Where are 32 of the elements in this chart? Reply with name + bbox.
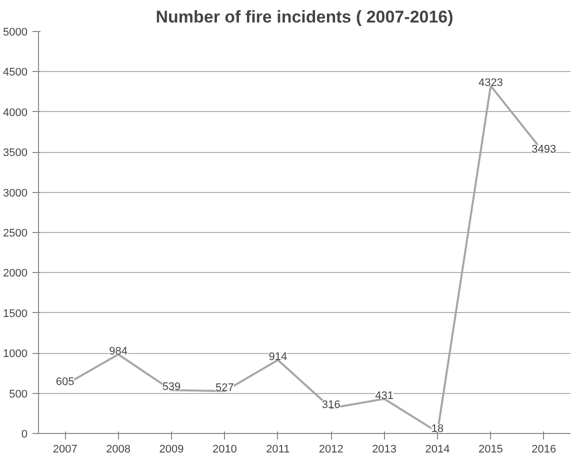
data-label: 431 bbox=[375, 390, 394, 402]
x-tick-label: 2009 bbox=[159, 444, 184, 456]
data-label: 18 bbox=[431, 423, 444, 436]
x-tick-label: 2012 bbox=[318, 444, 344, 456]
data-label: 3493 bbox=[532, 144, 556, 156]
data-label: 605 bbox=[56, 376, 74, 388]
chart-title: Number of fire incidents ( 2007-2016) bbox=[156, 8, 454, 26]
data-label: 539 bbox=[162, 381, 181, 394]
y-tick-label: 1500 bbox=[3, 308, 28, 320]
y-tick-label: 3000 bbox=[3, 187, 28, 200]
x-tick-label: 2008 bbox=[106, 444, 131, 456]
data-label: 914 bbox=[268, 351, 288, 364]
data-label: 984 bbox=[109, 345, 128, 358]
y-tick-label: 5000 bbox=[3, 26, 28, 38]
x-tick-label: 2015 bbox=[478, 444, 503, 456]
data-label: 527 bbox=[216, 382, 234, 394]
x-tick-label: 2013 bbox=[372, 444, 397, 456]
x-tick-label: 2016 bbox=[532, 444, 556, 456]
y-tick-label: 4000 bbox=[3, 106, 28, 119]
x-tick-label: 2007 bbox=[52, 444, 78, 456]
y-tick-label: 1000 bbox=[3, 348, 28, 360]
x-tick-label: 2011 bbox=[266, 444, 290, 456]
data-label: 4323 bbox=[478, 76, 503, 89]
y-tick-label: 2500 bbox=[3, 228, 28, 240]
y-tick-label: 3500 bbox=[3, 147, 28, 160]
x-tick-label: 2014 bbox=[425, 444, 450, 456]
y-tick-label: 2000 bbox=[3, 268, 28, 280]
x-tick-label: 2010 bbox=[212, 444, 237, 456]
y-tick-label: 4500 bbox=[3, 66, 28, 79]
data-label: 316 bbox=[322, 399, 340, 412]
y-tick-label: 0 bbox=[21, 428, 28, 440]
y-tick-label: 500 bbox=[9, 388, 28, 400]
